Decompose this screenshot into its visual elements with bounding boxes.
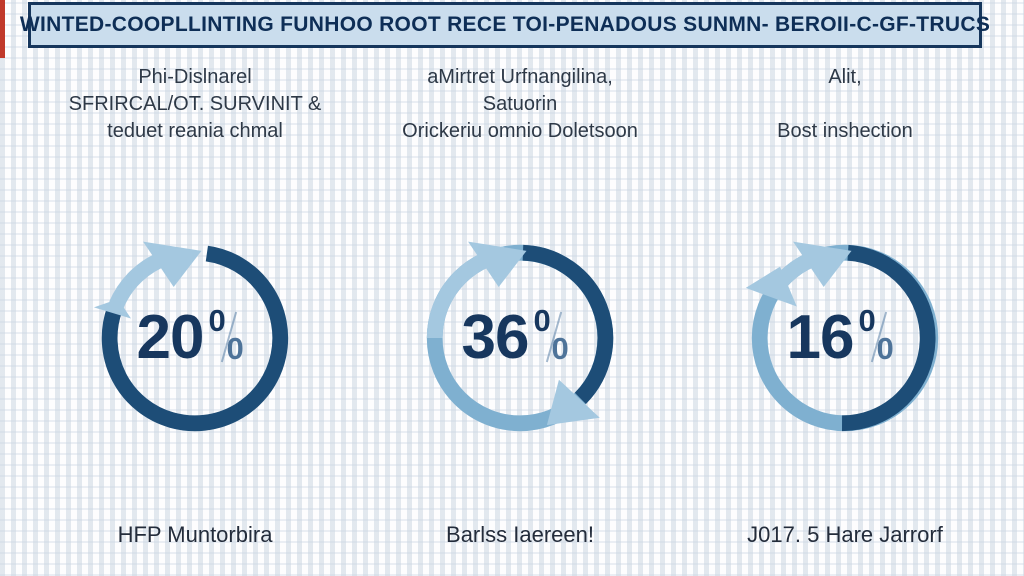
- banner-title: WINTED-COOPLLINTING FUNHOO ROOT RECE TOI…: [19, 13, 991, 36]
- header-line: teduet reania chmal: [107, 120, 283, 142]
- percent-sign: 0 0: [207, 305, 253, 369]
- gauge-chart-1: 20 0 0: [93, 236, 297, 440]
- column-footer-label-1: HFP Muntorbira: [117, 522, 273, 547]
- left-edge-red-mark: [0, 0, 5, 58]
- gauge-number: 36: [461, 303, 530, 372]
- header-line: Satuorin: [482, 93, 558, 115]
- gauge-number: 20: [136, 303, 205, 372]
- gauge-ring-svg: [93, 241, 289, 432]
- gauge-chart-2: 36 0 0: [418, 236, 622, 440]
- header-line: Alit,: [828, 66, 862, 88]
- gauge-value-1: 20 0 0: [93, 236, 297, 440]
- header-line: Orickeriu omnio Doletsoon: [402, 120, 638, 142]
- gauge-ring-svg: [426, 241, 614, 432]
- header-line: Phi-Dislnarel: [138, 66, 252, 88]
- header-line: aMirtret Urfnangilina,: [427, 66, 613, 88]
- column-header-1: Phi-Dislnarel SFRIRCAL/OT. SURVINIT & te…: [30, 64, 360, 145]
- column-header-3: Alit, Bost inshection: [680, 64, 1010, 145]
- gauge-ring-svg: [745, 241, 939, 432]
- gauge-value-3: 16 0 0: [743, 236, 947, 440]
- gauge-value-2: 36 0 0: [418, 236, 622, 440]
- header-line: [680, 91, 1010, 118]
- column-footer-label-2: Barlss Iaereen!: [446, 522, 594, 547]
- header-line: Bost inshection: [777, 120, 913, 142]
- column-footer-label-3: J017. 5 Hare Jarrorf: [747, 522, 943, 547]
- percent-sign: 0 0: [532, 305, 578, 369]
- gauge-chart-3: 16 0 0: [743, 236, 947, 440]
- header-line: SFRIRCAL/OT. SURVINIT &: [68, 93, 322, 115]
- column-header-2: aMirtret Urfnangilina, Satuorin Orickeri…: [355, 64, 685, 145]
- gauge-number: 16: [786, 303, 855, 372]
- title-banner: WINTED-COOPLLINTING FUNHOO ROOT RECE TOI…: [20, 2, 990, 48]
- percent-sign: 0 0: [857, 305, 903, 369]
